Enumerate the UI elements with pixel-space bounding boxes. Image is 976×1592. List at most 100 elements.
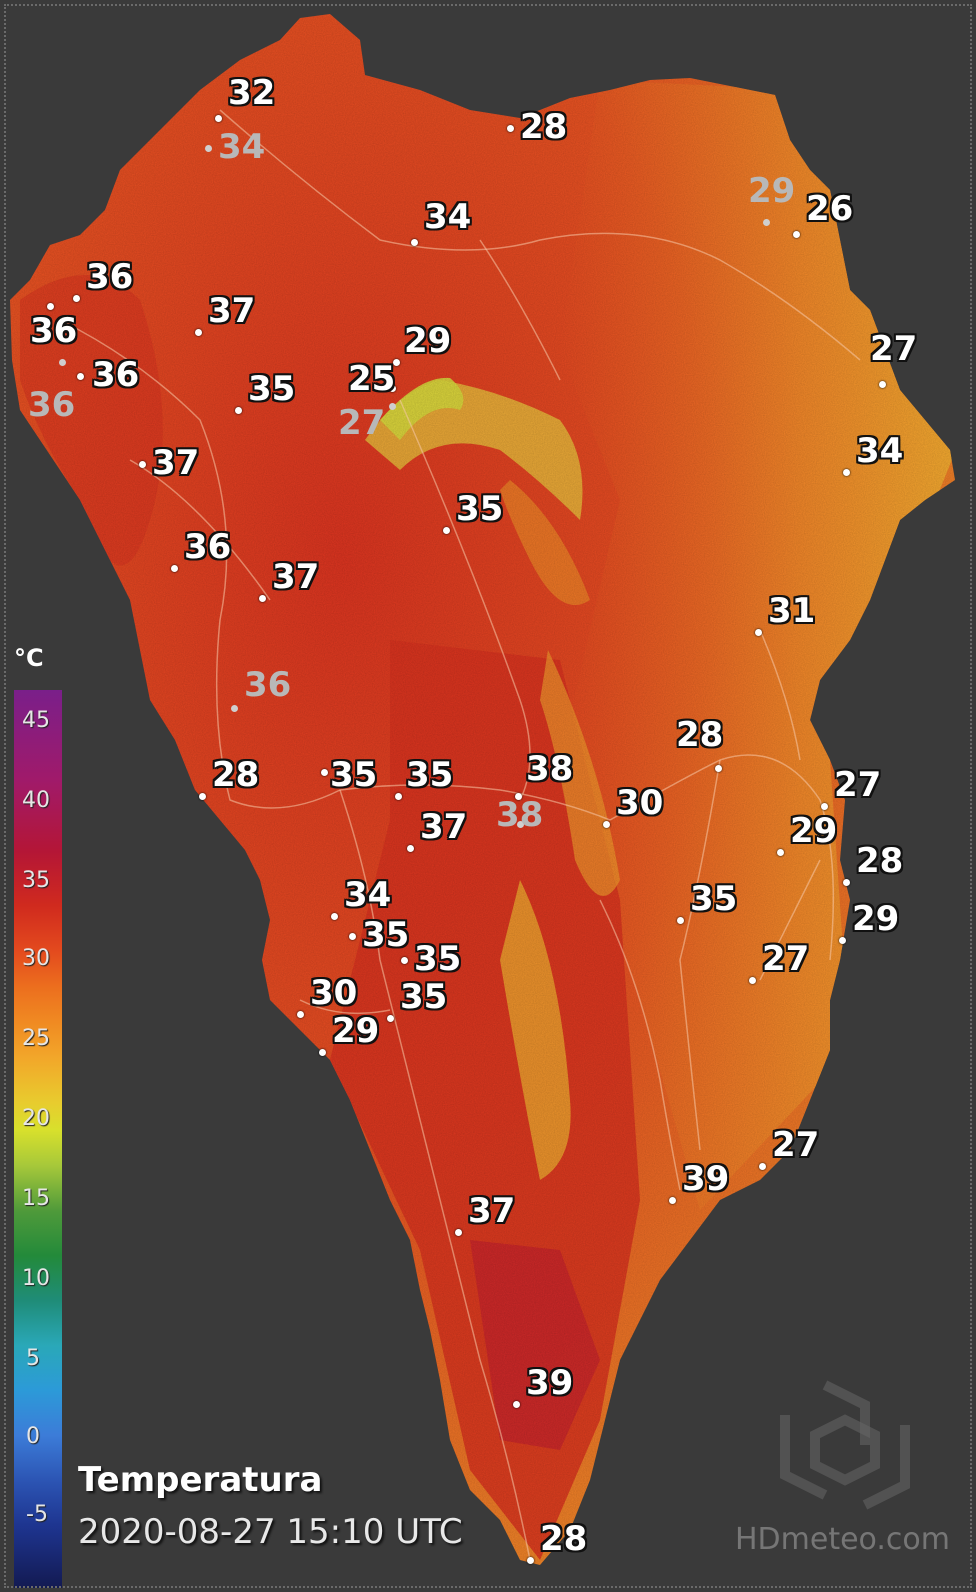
station-dot bbox=[715, 765, 722, 772]
legend-tick: 30 bbox=[22, 946, 50, 971]
station-dot bbox=[389, 385, 396, 392]
legend-tick: 10 bbox=[22, 1266, 50, 1291]
station-dot bbox=[755, 629, 762, 636]
station-dot bbox=[321, 769, 328, 776]
road-lines bbox=[59, 109, 861, 1561]
station-dot bbox=[235, 407, 242, 414]
station-dot bbox=[171, 565, 178, 572]
station-dot bbox=[507, 125, 514, 132]
station-temperature: 29 bbox=[790, 811, 838, 851]
station-temperature: 27 bbox=[762, 939, 810, 979]
station-temperature: 35 bbox=[456, 489, 504, 529]
station-temperature: 35 bbox=[690, 879, 738, 919]
station-dot bbox=[139, 461, 146, 468]
station-dot bbox=[349, 933, 356, 940]
station-temperature: 36 bbox=[86, 257, 134, 297]
station-temperature: 37 bbox=[208, 291, 256, 331]
station-temperature: 30 bbox=[616, 783, 664, 823]
legend-tick: 0 bbox=[26, 1424, 40, 1449]
station-dot bbox=[843, 879, 850, 886]
station-dot bbox=[443, 527, 450, 534]
station-dot bbox=[47, 303, 54, 310]
legend-tick: 15 bbox=[22, 1186, 50, 1211]
station-dot bbox=[389, 403, 396, 410]
station-temperature: 34 bbox=[856, 431, 904, 471]
station-dot bbox=[517, 821, 524, 828]
station-dot bbox=[77, 373, 84, 380]
station-dot bbox=[839, 937, 846, 944]
legend-tick: -5 bbox=[26, 1502, 48, 1527]
station-dot bbox=[455, 1229, 462, 1236]
station-dot bbox=[231, 705, 238, 712]
station-dot bbox=[297, 1011, 304, 1018]
station-temperature: 27 bbox=[870, 329, 918, 369]
station-temperature: 29 bbox=[332, 1011, 380, 1051]
station-temperature: 37 bbox=[152, 443, 200, 483]
hdmeteo-logo-icon bbox=[780, 1380, 910, 1510]
station-temperature: 28 bbox=[520, 107, 568, 147]
station-temperature: 28 bbox=[540, 1519, 588, 1559]
legend-tick: 45 bbox=[22, 708, 50, 733]
station-dot bbox=[793, 231, 800, 238]
station-dot bbox=[73, 295, 80, 302]
legend-tick: 25 bbox=[22, 1026, 50, 1051]
station-temperature: 36 bbox=[244, 665, 292, 705]
station-temperature: 36 bbox=[30, 311, 78, 351]
station-temperature: 38 bbox=[496, 795, 544, 835]
station-dot bbox=[669, 1197, 676, 1204]
station-temperature: 28 bbox=[212, 755, 260, 795]
station-temperature: 35 bbox=[414, 939, 462, 979]
station-dot bbox=[393, 359, 400, 366]
legend-tick: 35 bbox=[22, 868, 50, 893]
station-temperature: 29 bbox=[852, 899, 900, 939]
station-temperature: 28 bbox=[676, 715, 724, 755]
station-temperature: 36 bbox=[184, 527, 232, 567]
station-dot bbox=[387, 1015, 394, 1022]
station-dot bbox=[215, 115, 222, 122]
station-dot bbox=[763, 219, 770, 226]
legend-unit: °C bbox=[14, 644, 44, 672]
station-dot bbox=[527, 1557, 534, 1564]
station-temperature: 35 bbox=[362, 915, 410, 955]
station-temperature: 26 bbox=[806, 189, 854, 229]
legend-tick: 40 bbox=[22, 788, 50, 813]
legend-tick: 20 bbox=[22, 1106, 50, 1131]
station-temperature: 31 bbox=[768, 591, 816, 631]
station-temperature: 29 bbox=[748, 171, 796, 211]
station-temperature: 35 bbox=[400, 977, 448, 1017]
station-temperature: 30 bbox=[310, 973, 358, 1013]
station-dot bbox=[843, 469, 850, 476]
station-dot bbox=[749, 977, 756, 984]
station-temperature: 37 bbox=[468, 1191, 516, 1231]
station-temperature: 32 bbox=[228, 73, 276, 113]
legend-tick: 5 bbox=[26, 1346, 40, 1371]
station-temperature: 27 bbox=[772, 1125, 820, 1165]
station-temperature: 36 bbox=[28, 385, 76, 425]
station-dot bbox=[59, 359, 66, 366]
watermark-text: HDmeteo.com bbox=[735, 1522, 950, 1557]
station-dot bbox=[879, 381, 886, 388]
station-temperature: 39 bbox=[682, 1159, 730, 1199]
station-dot bbox=[199, 793, 206, 800]
station-dot bbox=[677, 917, 684, 924]
station-dot bbox=[407, 845, 414, 852]
station-temperature: 36 bbox=[92, 355, 140, 395]
station-dot bbox=[401, 957, 408, 964]
station-dot bbox=[195, 329, 202, 336]
station-dot bbox=[395, 793, 402, 800]
station-dot bbox=[411, 239, 418, 246]
station-temperature: 27 bbox=[834, 765, 882, 805]
station-temperature: 34 bbox=[424, 197, 472, 237]
station-dot bbox=[331, 913, 338, 920]
map-title: Temperatura bbox=[78, 1460, 323, 1500]
station-dot bbox=[759, 1163, 766, 1170]
station-dot bbox=[319, 1049, 326, 1056]
station-temperature: 39 bbox=[526, 1363, 574, 1403]
station-temperature: 38 bbox=[526, 749, 574, 789]
station-dot bbox=[513, 1401, 520, 1408]
station-temperature: 25 bbox=[348, 359, 396, 399]
station-temperature: 35 bbox=[330, 755, 378, 795]
